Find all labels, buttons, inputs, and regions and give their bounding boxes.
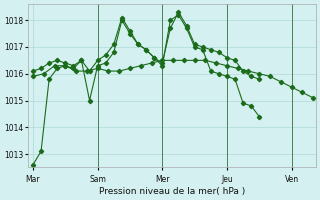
X-axis label: Pression niveau de la mer( hPa ): Pression niveau de la mer( hPa ) (99, 187, 245, 196)
